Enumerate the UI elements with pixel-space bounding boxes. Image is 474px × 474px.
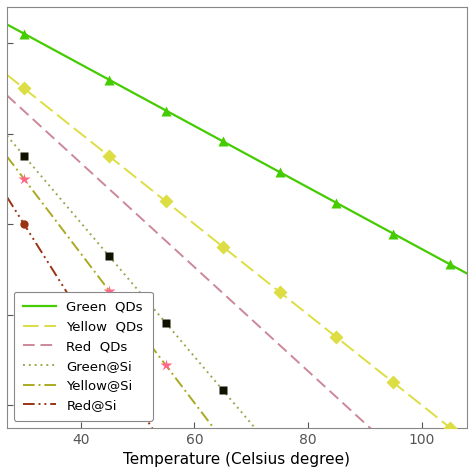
X-axis label: Temperature (Celsius degree): Temperature (Celsius degree) — [124, 452, 350, 467]
Legend: Green  QDs, Yellow  QDs, Red  QDs, Green@Si, Yellow@Si, Red@Si: Green QDs, Yellow QDs, Red QDs, Green@Si… — [14, 292, 153, 421]
